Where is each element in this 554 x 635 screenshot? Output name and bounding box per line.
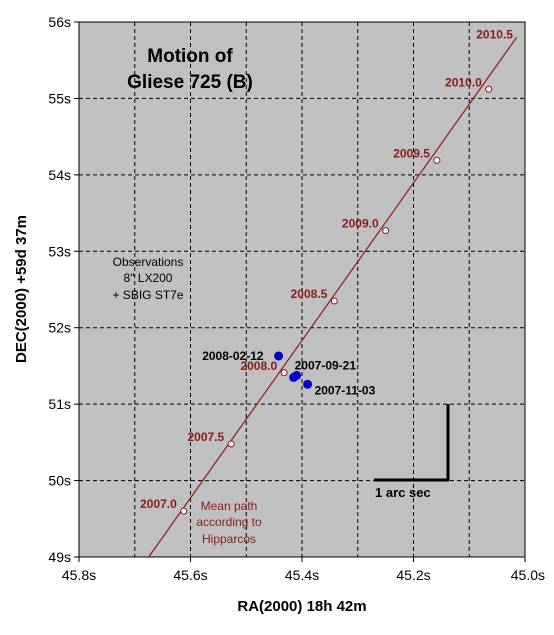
epoch-marker	[227, 440, 235, 448]
y-tick-label: 53s	[48, 243, 71, 259]
epoch-label: 2007.5	[187, 430, 224, 444]
x-tick-label: 45.6s	[173, 567, 207, 583]
observation-label: 2008-02-12	[202, 349, 264, 363]
epoch-marker	[280, 369, 288, 377]
y-tick-label: 56s	[48, 14, 71, 30]
observations-note-line-3: + SBIG ST7e	[112, 288, 183, 302]
observation-point	[303, 379, 313, 389]
y-axis-label: DEC(2000) +59d 37m	[13, 215, 30, 363]
observation-label: 2007-09-21	[295, 358, 357, 372]
y-tick-label: 55s	[48, 90, 71, 106]
scale-bar-label: 1 arc sec	[375, 485, 431, 500]
x-tick-label: 45.0s	[511, 567, 545, 583]
observation-point	[292, 370, 302, 380]
mean-path-note-line-2: according to	[196, 515, 262, 529]
epoch-label: 2010.5	[476, 27, 513, 41]
chart-title-line-1: Motion of	[147, 46, 233, 67]
observation-points: 2008-02-12 2007-09-21 2007-11-03	[202, 349, 375, 397]
epoch-label: 2009.5	[393, 146, 430, 160]
mean-path-note-line-1: Mean path	[201, 499, 258, 513]
epoch-label: 2010.0	[445, 75, 482, 89]
epoch-marker	[180, 507, 188, 515]
epoch-label: 2009.0	[342, 217, 379, 231]
x-tick-label: 45.4s	[285, 567, 319, 583]
y-tick-label: 51s	[48, 396, 71, 412]
x-axis-label: RA(2000) 18h 42m	[237, 598, 366, 615]
chart-title-line-2: Gliese 725 (B)	[127, 72, 253, 93]
mean-path-line	[148, 36, 518, 558]
epoch-marker	[382, 227, 390, 235]
y-tick-label: 52s	[48, 320, 71, 336]
y-tick-label: 50s	[48, 473, 71, 489]
tick-labels: 45.8s 45.6s 45.4s 45.2s 45.0s 49s 50s 51s 52s 53s…	[48, 14, 545, 583]
observations-note-line-1: Observations	[113, 255, 184, 269]
epoch-marker	[485, 85, 493, 93]
mean-path-note-line-3: Hipparcos	[202, 532, 256, 546]
scale-bar: 1 arc sec	[374, 404, 450, 500]
y-tick-label: 49s	[48, 549, 71, 565]
observations-note-line-2: 8" LX200	[124, 271, 173, 285]
epoch-marker	[433, 156, 441, 164]
mean-path-epochs: 2007.0 2007.5 2008.0 2008.5 2009.0 2009.5 2010…	[140, 27, 513, 515]
x-tick-label: 45.2s	[396, 567, 430, 583]
observation-label: 2007-11-03	[315, 383, 376, 397]
grid-lines	[79, 22, 525, 557]
epoch-marker	[330, 297, 338, 305]
observation-point	[274, 351, 284, 361]
epoch-label: 2008.0	[240, 359, 277, 373]
epoch-label: 2008.5	[291, 287, 328, 301]
epoch-label: 2007.0	[140, 497, 177, 511]
y-tick-label: 54s	[48, 167, 71, 183]
x-tick-label: 45.8s	[62, 567, 96, 583]
